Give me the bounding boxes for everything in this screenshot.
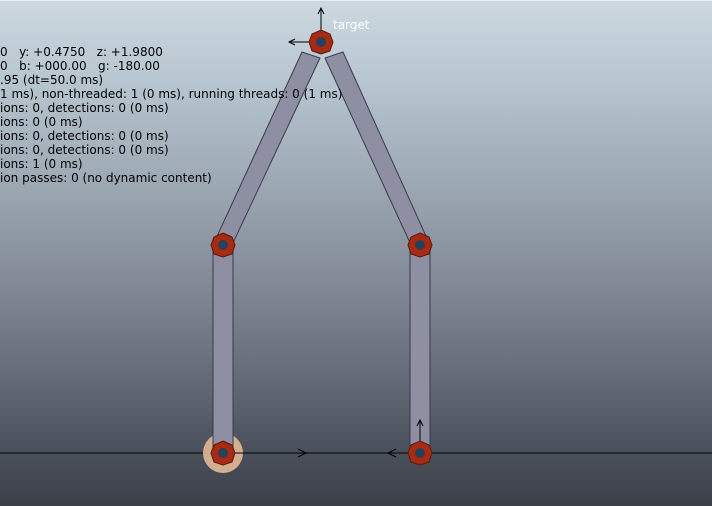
viewport-top-border (0, 0, 712, 1)
left-lower-link[interactable] (212, 244, 234, 454)
target-dummy-icon[interactable] (308, 29, 334, 55)
debug-line: 0 y: +0.4750 z: +1.9800 (0, 45, 163, 59)
joint-icon[interactable] (407, 440, 433, 466)
debug-line: .95 (dt=50.0 ms) (0, 73, 104, 87)
debug-line: ions: 1 (0 ms) (0, 157, 83, 171)
debug-line: ions: 0 (0 ms) (0, 115, 83, 129)
target-label: target (333, 18, 370, 32)
debug-info-overlay: 0 y: +0.4750 z: +1.9800 0 b: +000.00 g: … (0, 0, 342, 185)
debug-line: 1 ms), non-threaded: 1 (0 ms), running t… (0, 87, 343, 101)
debug-line: ions: 0, detections: 0 (0 ms) (0, 143, 169, 157)
joint-icon[interactable] (210, 440, 236, 466)
debug-line: ions: 0, detections: 0 (0 ms) (0, 129, 169, 143)
left-upper-link[interactable] (212, 51, 321, 246)
joint-icon[interactable] (407, 232, 433, 258)
joint-icon[interactable] (210, 232, 236, 258)
debug-line: 0 b: +000.00 g: -180.00 (0, 59, 160, 73)
axis-arrow-icon (223, 448, 308, 458)
debug-line: ions: 0, detections: 0 (0 ms) (0, 101, 169, 115)
debug-line: ion passes: 0 (no dynamic content) (0, 171, 212, 185)
right-upper-link[interactable] (324, 51, 431, 246)
